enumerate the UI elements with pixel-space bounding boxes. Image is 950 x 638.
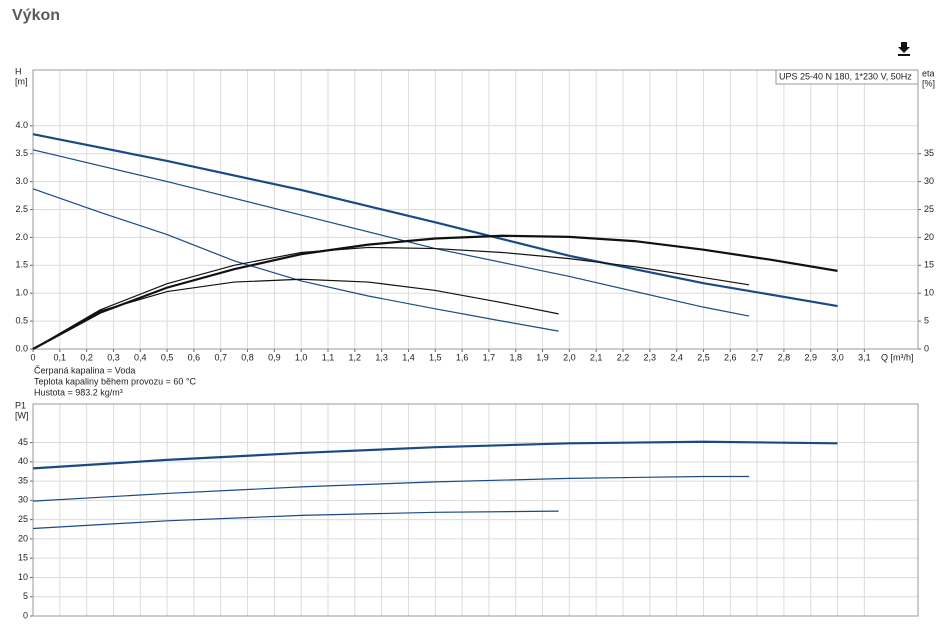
x-tick-label: 2,2 — [617, 352, 630, 362]
x-tick-label: 1,7 — [483, 352, 496, 362]
x-tick-label: 0,6 — [188, 352, 201, 362]
y2-tick-label: 35 — [924, 148, 934, 158]
x-tick-label: 1,6 — [456, 352, 469, 362]
y-axis-unit: [m] — [15, 76, 28, 86]
x-tick-label: 3,1 — [858, 352, 871, 362]
curve — [32, 246, 750, 350]
x-tick-label: 1,4 — [402, 352, 415, 362]
x-tick-label: 2,5 — [697, 352, 710, 362]
x-tick-label: 1,8 — [509, 352, 522, 362]
note: Hustota = 983.2 kg/m³ — [34, 387, 123, 397]
y-tick-label: 1.5 — [15, 260, 28, 270]
x-tick-label: 1,2 — [349, 352, 362, 362]
x-tick-label: 1,5 — [429, 352, 442, 362]
plot-frame — [32, 69, 919, 350]
y-tick-label: 2.0 — [15, 232, 28, 242]
y-tick-label: 20 — [18, 533, 28, 543]
y-tick-label: 0 — [23, 610, 28, 620]
x-tick-label: 0,3 — [107, 352, 120, 362]
download-button[interactable] — [898, 42, 910, 56]
y-tick-label: 15 — [18, 553, 28, 563]
y2-axis-unit: [%] — [922, 78, 935, 88]
y-tick-label: 0.5 — [15, 315, 28, 325]
y2-tick-label: 5 — [924, 315, 929, 325]
x-tick-label: 2,3 — [644, 352, 657, 362]
y-tick-label: 0.0 — [15, 343, 28, 353]
y-axis-label: P1 — [15, 400, 26, 410]
x-tick-label: 2,1 — [590, 352, 603, 362]
curve — [32, 278, 559, 350]
plot-frame — [32, 403, 919, 617]
y2-tick-label: 10 — [924, 288, 934, 298]
curve — [32, 475, 750, 502]
x-tick-label: 2,6 — [724, 352, 737, 362]
note: Teplota kapaliny během provozu = 60 °C — [34, 376, 196, 386]
curve — [32, 133, 838, 308]
y-axis-label: H — [15, 66, 22, 76]
curve — [32, 188, 559, 332]
curve — [32, 510, 559, 530]
y2-axis-label: eta — [922, 68, 935, 78]
curve — [32, 234, 838, 350]
x-tick-label: 0,2 — [80, 352, 93, 362]
x-tick-label: 2,8 — [778, 352, 791, 362]
y-tick-label: 35 — [18, 475, 28, 485]
y-tick-label: 30 — [18, 495, 28, 505]
y-tick-label: 10 — [18, 572, 28, 582]
y-tick-label: 2.5 — [15, 204, 28, 214]
x-tick-label: 0,1 — [54, 352, 67, 362]
x-tick-label: 0,4 — [134, 352, 147, 362]
x-tick-label: 1,9 — [536, 352, 549, 362]
y-tick-label: 5 — [23, 591, 28, 601]
curve — [32, 440, 838, 470]
x-tick-label: 2,7 — [751, 352, 764, 362]
x-tick-label: 2,0 — [563, 352, 576, 362]
download-icon-base[interactable] — [898, 54, 910, 56]
y-tick-label: 1.0 — [15, 288, 28, 298]
x-tick-label: 2,4 — [670, 352, 683, 362]
x-tick-label: 3,0 — [831, 352, 844, 362]
y2-tick-label: 30 — [924, 176, 934, 186]
download-icon[interactable] — [898, 42, 910, 53]
y-tick-label: 45 — [18, 437, 28, 447]
x-tick-label: 2,9 — [804, 352, 817, 362]
y-tick-label: 3.0 — [15, 176, 28, 186]
page-title: Výkon — [12, 7, 60, 24]
y2-tick-label: 20 — [924, 232, 934, 242]
y-tick-label: 4.0 — [15, 120, 28, 130]
x-axis-label: Q [m³/h] — [881, 352, 914, 362]
x-tick-label: 0,9 — [268, 352, 281, 362]
x-tick-label: 0,7 — [214, 352, 227, 362]
x-tick-label: 1,1 — [322, 352, 335, 362]
x-tick-label: 0,5 — [161, 352, 174, 362]
y2-tick-label: 25 — [924, 204, 934, 214]
annotation: UPS 25-40 N 180, 1*230 V, 50Hz — [779, 71, 912, 81]
annotation-box — [775, 69, 919, 85]
y-tick-label: 25 — [18, 514, 28, 524]
x-tick-label: 1,3 — [375, 352, 388, 362]
x-tick-label: 1,0 — [295, 352, 308, 362]
y-tick-label: 40 — [18, 456, 28, 466]
y-tick-label: 3.5 — [15, 148, 28, 158]
y2-tick-label: 0 — [924, 343, 929, 353]
note: Čerpaná kapalina = Voda — [34, 365, 135, 375]
x-tick-label: 0 — [30, 352, 35, 362]
y-axis-unit: [W] — [15, 410, 29, 420]
x-tick-label: 0,8 — [241, 352, 254, 362]
y2-tick-label: 15 — [924, 260, 934, 270]
